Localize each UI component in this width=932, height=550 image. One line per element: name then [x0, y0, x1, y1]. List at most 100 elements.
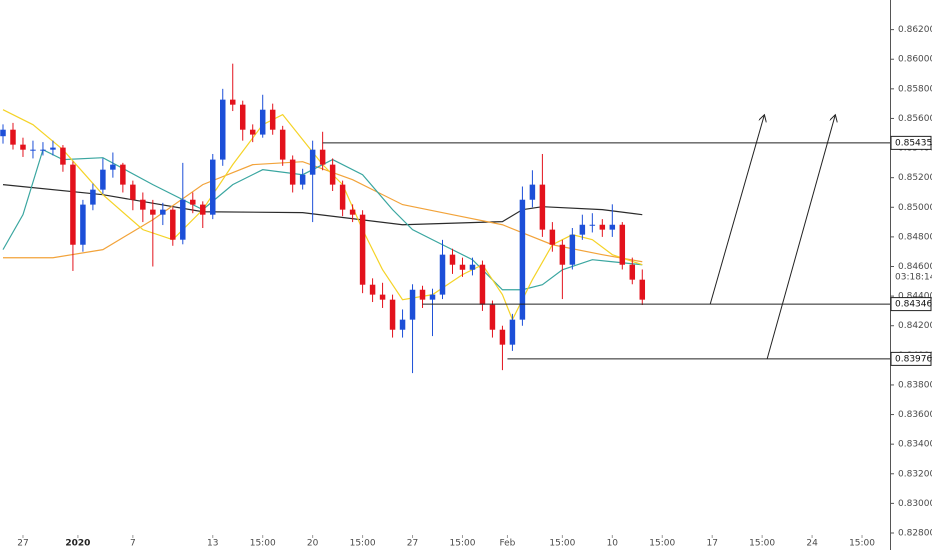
- y-tick-label: 0.83800: [898, 380, 932, 390]
- y-tick-label: 0.86200: [898, 25, 932, 35]
- candle-body: [359, 214, 366, 285]
- candle-body: [469, 264, 476, 270]
- candle-body: [339, 184, 346, 210]
- x-tick-label: Feb: [499, 539, 515, 549]
- countdown-box: [891, 270, 931, 283]
- y-tick-label: 0.83200: [898, 469, 932, 479]
- y-tick-label: 0.85800: [898, 84, 932, 94]
- candle-body: [299, 174, 306, 185]
- candle-body: [549, 229, 556, 245]
- candle-body: [539, 184, 546, 230]
- candle-body: [599, 224, 606, 230]
- candle-body: [619, 224, 626, 265]
- y-tick-label: 0.83000: [898, 499, 932, 509]
- candle-body: [629, 264, 636, 280]
- candle-body: [609, 224, 616, 230]
- candle-body: [489, 304, 496, 330]
- candle-body: [509, 319, 516, 345]
- candle-body: [110, 164, 116, 170]
- x-tick-label: 15:00: [549, 539, 575, 549]
- x-tick-label: 27: [17, 539, 28, 549]
- price-label: 0.84346: [895, 300, 932, 310]
- candle-body: [559, 244, 566, 265]
- candle-body: [259, 109, 266, 135]
- y-tick-label: 0.82800: [898, 529, 932, 539]
- candle-body: [130, 184, 136, 200]
- x-tick-label: 10: [607, 539, 619, 549]
- y-tick-label: 0.83600: [898, 410, 932, 420]
- x-tick-label: 2020: [65, 539, 90, 549]
- candle-body: [349, 209, 356, 215]
- y-tick-label: 0.85600: [898, 114, 932, 124]
- y-tick-label: 0.86000: [898, 55, 932, 65]
- x-tick-label: 20: [307, 539, 319, 549]
- candle-body: [229, 99, 236, 105]
- candle-body: [589, 224, 596, 226]
- candle-body: [309, 149, 316, 175]
- x-tick-label: 15:00: [749, 539, 775, 549]
- candle-body: [150, 209, 156, 215]
- price-label-box: [890, 135, 932, 150]
- candle-body: [579, 224, 586, 235]
- y-tick-label: 0.84200: [898, 321, 932, 331]
- candle-body: [30, 149, 36, 151]
- x-tick-label: 7: [130, 539, 136, 549]
- x-tick-label: 17: [706, 539, 717, 549]
- candle-body: [279, 129, 286, 160]
- candle-body: [269, 109, 276, 130]
- y-tick-label: 0.85000: [898, 203, 932, 213]
- x-tick-label: 15:00: [849, 539, 875, 549]
- candle-body: [249, 129, 256, 135]
- candle-body: [80, 204, 86, 245]
- candle-body: [479, 264, 486, 305]
- candle-body: [569, 234, 576, 265]
- x-tick-label: 15:00: [350, 539, 376, 549]
- x-tick-label: 15:00: [649, 539, 675, 549]
- candle-body: [160, 209, 166, 215]
- candle-body: [379, 294, 386, 300]
- moving-average: [2, 161, 643, 263]
- candle-body: [439, 254, 446, 295]
- candle-body: [170, 209, 176, 240]
- x-tick-label: 15:00: [250, 539, 276, 549]
- candle-body: [529, 184, 536, 200]
- candle-body: [60, 147, 66, 165]
- y-tick-label: 0.84600: [898, 262, 932, 272]
- y-tick-label: 0.84400: [898, 292, 932, 302]
- price-label-box: [890, 351, 932, 366]
- y-tick-label: 0.83400: [898, 440, 932, 450]
- candle-body: [120, 164, 126, 185]
- candle-body: [40, 149, 46, 151]
- candle-body: [429, 294, 436, 300]
- moving-average: [2, 148, 643, 291]
- candle-body: [190, 199, 196, 205]
- candle-body: [639, 279, 646, 300]
- candle-body: [329, 164, 336, 185]
- x-tick-label: 27: [407, 539, 418, 549]
- y-tick-label: 0.84800: [898, 232, 932, 242]
- candle-body: [210, 159, 216, 215]
- candle-body: [519, 199, 526, 320]
- candle-body: [200, 204, 206, 215]
- candle-body: [389, 299, 396, 330]
- candle-body: [499, 329, 506, 345]
- candle-body: [409, 289, 416, 320]
- y-tick-label: 0.85200: [898, 173, 932, 183]
- x-tick-label: 13: [207, 539, 218, 549]
- candle-body: [419, 289, 426, 300]
- countdown: 03:18:14: [895, 272, 932, 282]
- candle-body: [90, 189, 96, 205]
- candle-body: [70, 164, 76, 245]
- candle-body: [50, 147, 56, 150]
- candle-body: [449, 254, 456, 265]
- price-label-box: [890, 297, 932, 312]
- x-tick-label: 24: [806, 539, 818, 549]
- candle-body: [180, 199, 186, 240]
- candle-body: [0, 129, 6, 137]
- candle-body: [140, 199, 146, 210]
- candle-body: [459, 264, 466, 270]
- candle-body: [239, 104, 246, 130]
- candle-body: [399, 319, 406, 330]
